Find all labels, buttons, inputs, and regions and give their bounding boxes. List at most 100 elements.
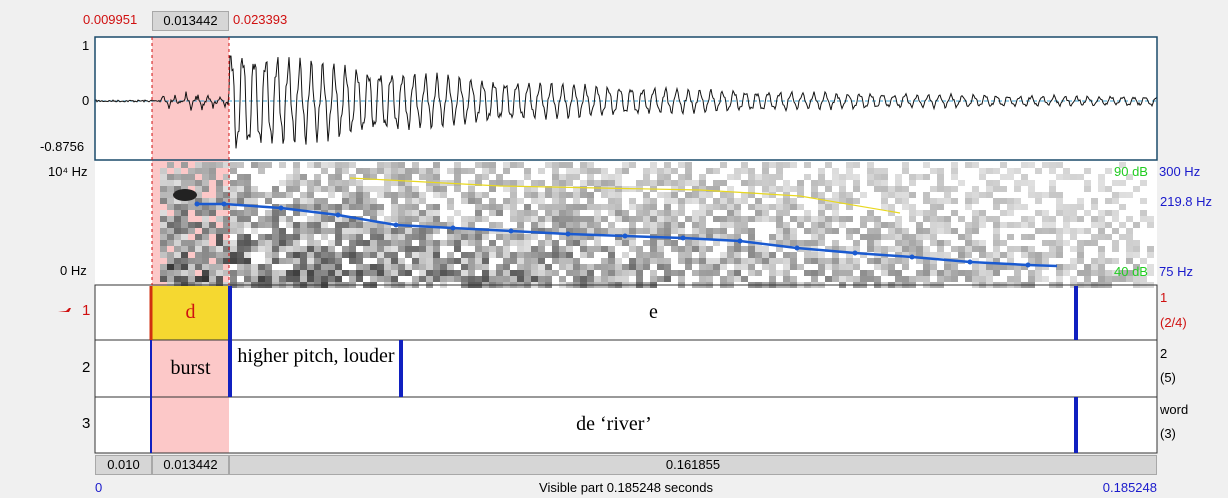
- spec-cell: [531, 252, 538, 258]
- spec-cell: [587, 276, 594, 282]
- spec-cell: [776, 228, 783, 234]
- spec-cell: [265, 240, 272, 246]
- spec-cell: [188, 264, 195, 270]
- interval-label[interactable]: higher pitch, louder: [237, 345, 395, 367]
- spec-cell: [391, 192, 398, 198]
- spec-cell: [1021, 234, 1028, 240]
- visible-duration[interactable]: Visible part 0.185248 seconds: [539, 480, 713, 495]
- spec-cell: [321, 198, 328, 204]
- spec-cell: [419, 276, 426, 282]
- spec-cell: [447, 264, 454, 270]
- spec-cell: [251, 276, 258, 282]
- spec-cell: [244, 270, 251, 276]
- spec-cell: [517, 216, 524, 222]
- spec-cell: [1042, 228, 1049, 234]
- spec-cell: [251, 210, 258, 216]
- spec-cell: [678, 252, 685, 258]
- spec-cell: [909, 180, 916, 186]
- spec-cell: [951, 168, 958, 174]
- spec-cell: [1000, 162, 1007, 168]
- spec-cell: [741, 198, 748, 204]
- spec-cell: [503, 168, 510, 174]
- spec-cell: [489, 210, 496, 216]
- spec-cell: [188, 228, 195, 234]
- spec-cell: [174, 222, 181, 228]
- spec-cell: [216, 258, 223, 264]
- spec-cell: [601, 276, 608, 282]
- spec-cell: [356, 186, 363, 192]
- spec-cell: [790, 228, 797, 234]
- spec-cell: [762, 162, 769, 168]
- interval-label[interactable]: d: [185, 301, 196, 323]
- spec-cell: [643, 252, 650, 258]
- spec-cell: [909, 216, 916, 222]
- spec-cell: [1000, 240, 1007, 246]
- spec-cell: [734, 228, 741, 234]
- spec-cell: [664, 240, 671, 246]
- tier-number[interactable]: 3: [82, 415, 91, 432]
- spec-cell: [195, 240, 202, 246]
- spec-cell: [440, 276, 447, 282]
- spec-cell: [566, 174, 573, 180]
- spec-cell: [370, 186, 377, 192]
- time-bar-left[interactable]: 0.010: [95, 455, 152, 475]
- spec-cell: [174, 198, 181, 204]
- spec-cell: [769, 234, 776, 240]
- spec-cell: [335, 240, 342, 246]
- spec-cell: [356, 180, 363, 186]
- spec-cell: [818, 234, 825, 240]
- spec-cell: [475, 162, 482, 168]
- time-bar-right[interactable]: 0.161855: [229, 455, 1157, 475]
- spec-cell: [1042, 252, 1049, 258]
- tier-number[interactable]: 2: [82, 359, 91, 376]
- spec-cell: [692, 258, 699, 264]
- formant-track: [349, 177, 901, 214]
- spec-cell: [433, 276, 440, 282]
- spec-cell: [1119, 204, 1126, 210]
- spec-cell: [230, 228, 237, 234]
- spec-cell: [1105, 222, 1112, 228]
- spec-cell: [832, 276, 839, 282]
- interval-label[interactable]: burst: [170, 357, 211, 379]
- spec-cell: [692, 192, 699, 198]
- spec-cell: [622, 210, 629, 216]
- spec-cell: [188, 246, 195, 252]
- spec-cell: [391, 180, 398, 186]
- spec-cell: [321, 264, 328, 270]
- spec-cell: [832, 216, 839, 222]
- spec-cell: [888, 270, 895, 276]
- spec-cell: [573, 240, 580, 246]
- spec-cell: [160, 186, 167, 192]
- spec-cell: [552, 204, 559, 210]
- spec-cell: [944, 216, 951, 222]
- spec-cell: [391, 168, 398, 174]
- spec-cell: [1112, 258, 1119, 264]
- spec-cell: [496, 246, 503, 252]
- interval-label[interactable]: de ‘river’: [576, 413, 652, 435]
- spec-cell: [1105, 258, 1112, 264]
- spec-cell: [979, 270, 986, 276]
- spec-cell: [524, 252, 531, 258]
- spec-cell: [272, 246, 279, 252]
- spec-cell: [965, 192, 972, 198]
- spec-cell: [972, 192, 979, 198]
- spec-cell: [258, 234, 265, 240]
- spec-cell: [524, 192, 531, 198]
- spec-cell: [503, 198, 510, 204]
- spec-cell: [797, 204, 804, 210]
- spec-cell: [370, 240, 377, 246]
- spec-cell: [587, 198, 594, 204]
- spec-cell: [937, 198, 944, 204]
- selection-duration[interactable]: 0.013442: [152, 11, 229, 31]
- interval-label[interactable]: e: [649, 301, 658, 323]
- spec-cell: [195, 252, 202, 258]
- spec-cell: [692, 198, 699, 204]
- spec-cell: [398, 258, 405, 264]
- tier-number[interactable]: 1: [82, 302, 91, 319]
- time-bar-selected[interactable]: 0.013442: [152, 455, 229, 475]
- spec-cell: [538, 168, 545, 174]
- spec-cell: [223, 252, 230, 258]
- spec-cell: [300, 252, 307, 258]
- spec-cell: [839, 258, 846, 264]
- spec-cell: [965, 246, 972, 252]
